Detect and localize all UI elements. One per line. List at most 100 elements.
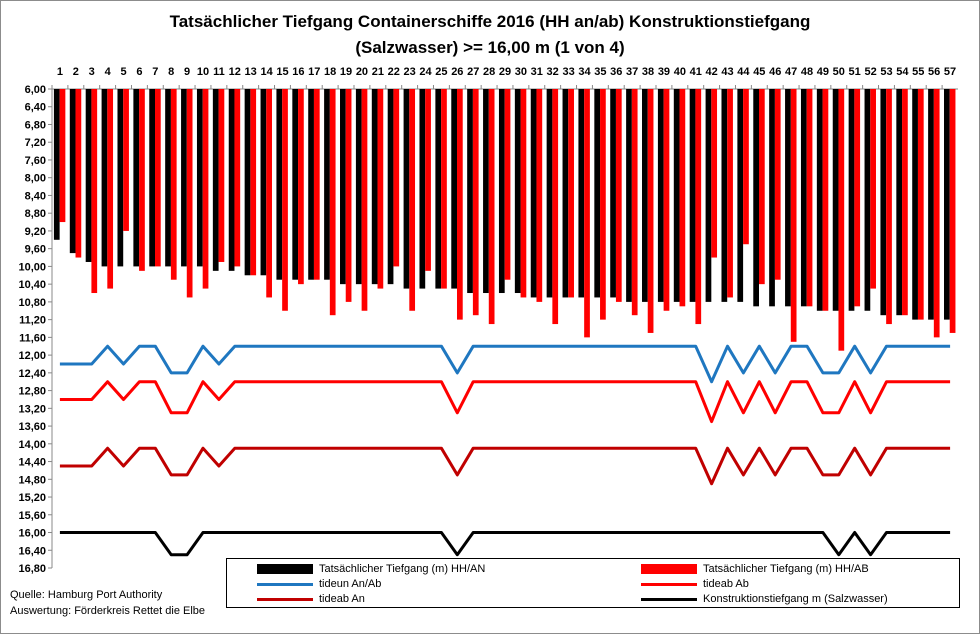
y-tick-label: 11,60: [19, 332, 46, 344]
bar-tiefgang-an: [673, 89, 680, 302]
legend-label-tideun: tideun An/Ab: [319, 578, 382, 590]
bar-tiefgang-ab: [377, 89, 384, 289]
x-tick-label: 52: [864, 66, 876, 78]
x-tick-label: 13: [245, 66, 257, 78]
bar-tiefgang-an: [626, 89, 632, 302]
bar-tiefgang-an: [800, 89, 807, 307]
bar-tiefgang-an: [689, 89, 696, 302]
y-tick-label: 14,40: [18, 457, 46, 469]
y-tick-label: 16,40: [18, 545, 46, 557]
y-tick-label: 12,80: [18, 386, 46, 398]
bar-tiefgang-an: [944, 89, 950, 320]
bar-tiefgang-an: [165, 89, 171, 267]
bar-tiefgang-ab: [886, 89, 892, 325]
bar-tiefgang-an: [642, 89, 648, 302]
x-tick-label: 43: [721, 66, 733, 78]
x-tick-label: 29: [499, 66, 511, 78]
bar-tiefgang-ab: [631, 89, 638, 316]
bar-tiefgang-ab: [329, 89, 336, 316]
bar-tiefgang-ab: [139, 89, 145, 271]
bar-tiefgang-ab: [266, 89, 272, 298]
chart-legend: Tatsächlicher Tiefgang (m) HH/AN Tatsäch…: [226, 558, 960, 608]
x-tick-label: 51: [849, 66, 861, 78]
legend-item-tideab-ab: tideab Ab: [641, 577, 749, 591]
bar-tiefgang-an: [816, 89, 823, 311]
x-tick-label: 9: [184, 66, 190, 78]
x-tick-label: 46: [769, 66, 781, 78]
y-tick-label: 9,20: [25, 226, 46, 238]
x-tick-label: 16: [292, 66, 304, 78]
x-tick-label: 15: [276, 66, 288, 78]
y-tick-label: 8,40: [25, 190, 46, 202]
x-tick-label: 19: [340, 66, 352, 78]
bar-tiefgang-ab: [647, 89, 654, 333]
legend-label-konstruktion: Konstruktionstiefgang m (Salzwasser): [703, 593, 888, 605]
legend-line-konstruktion: [641, 597, 697, 601]
bar-tiefgang-an: [228, 89, 235, 271]
bar-tiefgang-an: [864, 89, 871, 311]
bar-tiefgang-an: [371, 89, 378, 285]
x-tick-label: 17: [308, 66, 320, 78]
y-tick-label: 15,60: [18, 510, 46, 522]
chart-title-line-1: Tatsächlicher Tiefgang Containerschiffe …: [169, 12, 811, 31]
legend-label-tiefgang-an: Tatsächlicher Tiefgang (m) HH/AN: [319, 563, 486, 575]
x-tick-label: 38: [642, 66, 654, 78]
y-tick-label: 9,60: [25, 244, 46, 256]
x-tick-label: 50: [833, 66, 845, 78]
bar-tiefgang-an: [117, 89, 124, 267]
bar-tiefgang-ab: [695, 89, 702, 325]
bar-tiefgang-ab: [568, 89, 574, 298]
bar-tiefgang-an: [355, 89, 362, 285]
line-konstruktion: [59, 531, 951, 557]
x-tick-label: 2: [73, 66, 79, 78]
legend-item-konstruktion: Konstruktionstiefgang m (Salzwasser): [641, 592, 888, 606]
x-tick-label: 28: [483, 66, 495, 78]
x-tick-label: 41: [690, 66, 702, 78]
bar-tiefgang-ab: [870, 89, 876, 289]
bar-tiefgang-an: [340, 89, 346, 285]
x-tick-label: 33: [562, 66, 574, 78]
bar-tiefgang-an: [514, 89, 521, 294]
bar-tiefgang-an: [419, 89, 426, 289]
x-tick-label: 44: [737, 66, 750, 78]
x-tick-label: 37: [626, 66, 638, 78]
x-tick-label: 48: [801, 66, 813, 78]
y-tick-label: 7,20: [25, 137, 46, 149]
bar-tiefgang-ab: [234, 89, 241, 267]
bar-tiefgang-ab: [727, 89, 733, 298]
y-tick-label: 13,60: [18, 421, 46, 433]
bar-tiefgang-ab: [822, 89, 829, 311]
bar-tiefgang-an: [451, 89, 457, 289]
legend-swatch-tiefgang-ab: [641, 564, 697, 574]
bar-tiefgang-ab: [552, 89, 559, 325]
bar-tiefgang-ab: [902, 89, 908, 316]
x-tick-label: 26: [451, 66, 463, 78]
bar-tiefgang-an: [324, 89, 330, 280]
x-tick-label: 23: [404, 66, 416, 78]
x-tick-label: 7: [152, 66, 158, 78]
bar-tiefgang-ab: [218, 89, 225, 262]
bar-tiefgang-ab: [107, 89, 114, 289]
bar-tiefgang-ab: [806, 89, 813, 307]
y-tick-label: 10,80: [18, 297, 46, 309]
bar-tiefgang-ab: [345, 89, 352, 302]
x-tick-label: 22: [388, 66, 400, 78]
bar-tiefgang-an: [196, 89, 203, 267]
bar-tiefgang-an: [896, 89, 903, 316]
y-tick-label: 14,00: [18, 439, 46, 451]
legend-item-tideab-an: tideab An: [257, 592, 365, 606]
bar-tiefgang-an: [435, 89, 442, 289]
x-tick-label: 54: [896, 66, 909, 78]
y-tick-label: 12,40: [18, 368, 46, 380]
bar-tiefgang-an: [149, 89, 155, 267]
bar-tiefgang-an: [483, 89, 489, 294]
bar-tiefgang-ab: [933, 89, 940, 338]
y-tick-label: 10,00: [18, 261, 46, 273]
bar-tiefgang-an: [387, 89, 394, 285]
bar-tiefgang-ab: [774, 89, 781, 280]
bar-tiefgang-an: [880, 89, 887, 316]
bar-tiefgang-an: [212, 89, 219, 271]
legend-line-tideab-an: [257, 597, 313, 601]
bar-tiefgang-an: [657, 89, 664, 302]
x-tick-label: 31: [531, 66, 543, 78]
